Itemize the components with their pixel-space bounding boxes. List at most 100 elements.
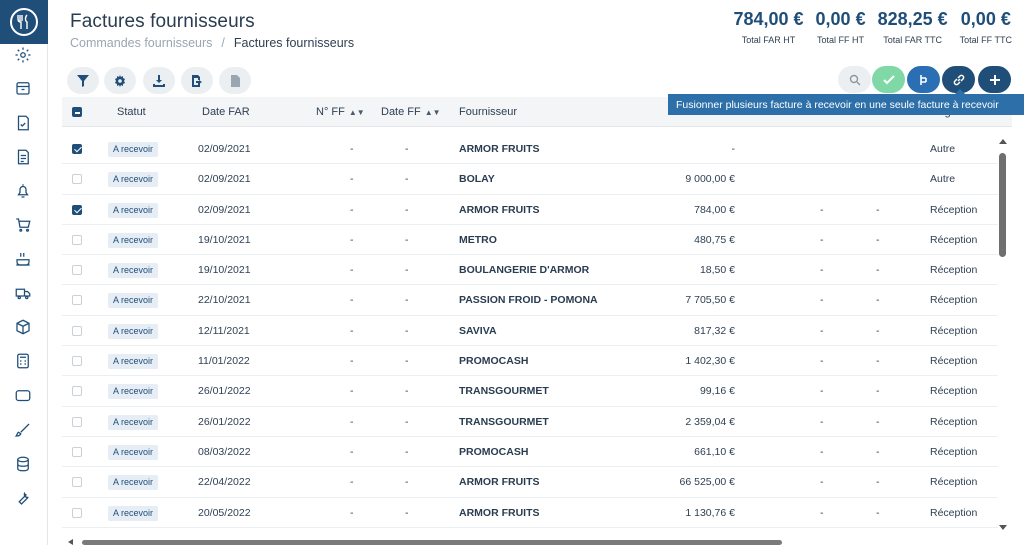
num-ff-cell: -: [350, 203, 354, 216]
calculator-icon[interactable]: [12, 350, 34, 372]
table-row[interactable]: A recevoir 22/10/2021 - - PASSION FROID …: [62, 285, 998, 316]
table-row[interactable]: A recevoir 12/11/2021 - - SAVIVA 817,32 …: [62, 316, 998, 347]
sidebar: [0, 0, 48, 545]
table-row[interactable]: A recevoir 19/10/2021 - - BOULANGERIE D'…: [62, 255, 998, 286]
export-button[interactable]: [181, 67, 213, 94]
add-button[interactable]: [978, 66, 1011, 93]
total-label: Total FF TTC: [959, 35, 1012, 45]
col8-cell: -: [876, 506, 880, 519]
table-row[interactable]: A recevoir 08/03/2022 - - PROMOCASH 661,…: [62, 437, 998, 468]
row-checkbox[interactable]: [72, 386, 82, 397]
table-row[interactable]: A recevoir 02/09/2021 - - BOLAY 9 000,00…: [62, 164, 998, 195]
date-far-cell: 22/10/2021: [198, 294, 251, 307]
row-checkbox[interactable]: [72, 265, 82, 276]
origin-cell: Réception: [930, 476, 978, 489]
supplier-cell: SAVIVA: [459, 324, 497, 337]
date-ff-cell: -: [405, 233, 409, 246]
table-row[interactable]: A recevoir 20/05/2022 - - ARMOR FRUITS 1…: [62, 498, 998, 528]
invoice-check-icon[interactable]: [12, 112, 34, 134]
table-row[interactable]: A recevoir 22/04/2022 - - ARMOR FRUITS 6…: [62, 467, 998, 498]
date-ff-cell: -: [405, 476, 409, 489]
delivery-truck-icon[interactable]: [12, 282, 34, 304]
amount-cell: 7 705,50 €: [685, 294, 735, 307]
breadcrumb-current: Factures fournisseurs: [233, 36, 355, 50]
bell-icon[interactable]: [12, 180, 34, 202]
row-checkbox[interactable]: [72, 356, 82, 367]
col8-cell: -: [876, 355, 880, 368]
cart-icon[interactable]: [12, 214, 34, 236]
row-checkbox[interactable]: [72, 477, 82, 488]
column-statut[interactable]: Statut: [117, 106, 146, 118]
column-fournisseur[interactable]: Fournisseur: [459, 106, 518, 118]
export-icon: [192, 74, 202, 87]
origin-cell: Réception: [930, 415, 978, 428]
scroll-left-arrow[interactable]: [68, 539, 73, 545]
box-icon[interactable]: [12, 77, 34, 99]
row-checkbox[interactable]: [72, 234, 82, 245]
search-button[interactable]: [838, 66, 871, 93]
scroll-down-arrow[interactable]: [999, 525, 1007, 530]
breadcrumb-parent[interactable]: Commandes fournisseurs: [70, 36, 213, 50]
database-icon[interactable]: [12, 453, 34, 475]
scroll-thumb-horizontal[interactable]: [82, 540, 782, 545]
download-button[interactable]: [143, 67, 175, 94]
column-date-far[interactable]: Date FAR: [202, 106, 250, 118]
col8-cell: -: [876, 324, 880, 337]
settings-button[interactable]: [104, 67, 136, 94]
chat-icon[interactable]: [12, 385, 34, 407]
row-checkbox[interactable]: [72, 416, 82, 427]
supplier-cell: METRO: [459, 233, 497, 246]
total-far-ttc: 828,25 € Total FAR TTC: [878, 9, 948, 45]
num-ff-cell: -: [350, 173, 354, 186]
row-checkbox[interactable]: [72, 325, 82, 336]
scroll-thumb[interactable]: [999, 153, 1006, 257]
document-button[interactable]: [219, 67, 251, 94]
table-row[interactable]: A recevoir 26/01/2022 - - TRANSGOURMET 9…: [62, 376, 998, 407]
row-checkbox[interactable]: [72, 507, 82, 518]
logo[interactable]: [0, 0, 48, 44]
total-value: 0,00 €: [815, 9, 866, 29]
col7-cell: -: [820, 324, 824, 337]
row-checkbox[interactable]: [72, 174, 82, 185]
cooking-icon[interactable]: [12, 248, 34, 270]
status-badge: A recevoir: [108, 293, 159, 309]
column-date-ff[interactable]: Date FF ▲▼: [381, 97, 441, 127]
scroll-up-arrow[interactable]: [999, 139, 1007, 144]
filter-button[interactable]: [67, 67, 99, 94]
cube-stack-icon[interactable]: [12, 316, 34, 338]
select-all-checkbox[interactable]: [72, 107, 82, 117]
origin-cell: Réception: [930, 355, 978, 368]
date-far-cell: 22/04/2022: [198, 476, 251, 489]
wrench-icon[interactable]: [12, 487, 34, 509]
link-button[interactable]: [942, 66, 975, 93]
column-num-ff[interactable]: N° FF ▲▼: [316, 97, 365, 127]
vertical-scrollbar[interactable]: [998, 137, 1008, 537]
sort-icon: ▲▼: [424, 108, 441, 117]
table-row[interactable]: A recevoir 02/09/2021 - - ARMOR FRUITS -…: [62, 134, 998, 165]
origin-cell: Réception: [930, 203, 978, 216]
col7-cell: -: [820, 445, 824, 458]
status-badge: A recevoir: [108, 444, 159, 460]
row-checkbox[interactable]: [72, 204, 82, 215]
row-checkbox[interactable]: [72, 295, 82, 306]
total-label: Total FAR HT: [741, 35, 796, 45]
brush-icon[interactable]: [12, 419, 34, 441]
origin-cell: Autre: [930, 173, 956, 186]
origin-cell: Réception: [930, 324, 978, 337]
col7-cell: -: [820, 233, 824, 246]
table-row[interactable]: A recevoir 11/01/2022 - - PROMOCASH 1 40…: [62, 346, 998, 377]
settings-icon[interactable]: [12, 44, 34, 66]
table-row[interactable]: A recevoir 26/01/2022 - - TRANSGOURMET 2…: [62, 407, 998, 437]
validate-button[interactable]: [872, 66, 905, 93]
status-badge: A recevoir: [108, 384, 159, 400]
table-row[interactable]: A recevoir 02/09/2021 - - ARMOR FRUITS 7…: [62, 195, 998, 225]
table-row[interactable]: A recevoir 19/10/2021 - - METRO 480,75 €…: [62, 225, 998, 256]
invoice-icon[interactable]: [12, 146, 34, 168]
date-ff-cell: -: [405, 143, 409, 155]
row-checkbox[interactable]: [72, 144, 82, 154]
col7-cell: -: [820, 264, 824, 277]
table-body: A recevoir 02/09/2021 - - ARMOR FRUITS -…: [62, 134, 998, 539]
row-checkbox[interactable]: [72, 446, 82, 457]
horizontal-scrollbar[interactable]: [62, 539, 998, 545]
merge-button[interactable]: [907, 66, 940, 93]
